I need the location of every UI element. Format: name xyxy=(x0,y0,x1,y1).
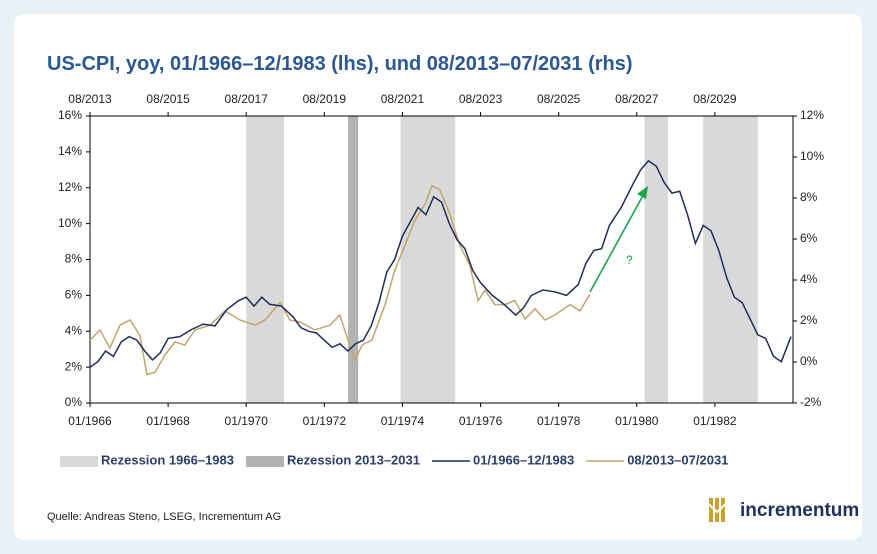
y2-tick-label: 2% xyxy=(800,313,818,327)
recession-band xyxy=(246,116,285,403)
logo-icon xyxy=(703,498,731,522)
chart-title: US-CPI, yoy, 01/1966–12/1983 (lhs), und … xyxy=(47,53,633,75)
legend-label: 08/2013–07/2031 xyxy=(627,452,728,467)
y2-tick-label: 10% xyxy=(800,149,824,163)
y-tick-label: 16% xyxy=(58,108,82,122)
y-tick-label: 4% xyxy=(65,323,83,337)
x-tick-label: 01/1980 xyxy=(615,414,659,428)
y2-tick-label: 0% xyxy=(800,354,818,368)
x-tick-label: 01/1976 xyxy=(459,414,503,428)
x-tick-label: 01/1982 xyxy=(693,414,737,428)
recession-band xyxy=(400,116,456,403)
y-tick-label: 6% xyxy=(65,288,83,302)
axis-layer: 0% 2% 4% 6% 8% 10% 12% 14% 16% -2% 0% 2% 4% 6% 8% 10% 12… xyxy=(58,92,824,428)
x2-tick-label: 08/2025 xyxy=(537,92,581,106)
x2-tick-label: 08/2027 xyxy=(615,92,659,106)
y2-tick-label: 8% xyxy=(800,190,818,204)
x-tick-label: 01/1978 xyxy=(537,414,581,428)
y-tick-label: 12% xyxy=(58,180,82,194)
x-tick-label: 01/1974 xyxy=(381,414,425,428)
legend-label: Rezession 2013–2031 xyxy=(287,452,420,467)
line-layer xyxy=(89,159,792,376)
series-line xyxy=(89,184,591,376)
x2-tick-label: 08/2019 xyxy=(303,92,347,106)
annotation: ? xyxy=(626,253,633,267)
x2-tick-label: 08/2015 xyxy=(146,92,190,106)
y-tick-label: 10% xyxy=(58,216,82,230)
source: Quelle: Andreas Steno, LSEG, Incrementum… xyxy=(47,511,281,523)
x-tick-label: 01/1968 xyxy=(146,414,190,428)
x2-tick-label: 08/2029 xyxy=(693,92,737,106)
y2-tick-label: 12% xyxy=(800,108,824,122)
arrow-head xyxy=(637,186,648,199)
y-tick-label: 8% xyxy=(65,252,83,266)
series-line xyxy=(89,159,792,368)
recession-band xyxy=(644,116,669,403)
y2-tick-label: -2% xyxy=(800,395,822,409)
legend-label: 01/1966–12/1983 xyxy=(473,452,574,467)
shading-layer xyxy=(246,116,758,403)
x2-tick-label: 08/2013 xyxy=(68,92,112,106)
recession-band xyxy=(703,116,758,403)
y-tick-label: 0% xyxy=(65,395,83,409)
legend-swatch xyxy=(245,456,284,467)
y2-tick-label: 4% xyxy=(800,272,818,286)
legend-swatch xyxy=(60,456,98,467)
y-tick-label: 2% xyxy=(65,359,83,373)
recession-band xyxy=(348,116,359,403)
arrow xyxy=(589,189,647,293)
x2-tick-label: 08/2023 xyxy=(459,92,503,106)
y-tick-label: 14% xyxy=(58,144,82,158)
x-tick-label: 01/1972 xyxy=(303,414,347,428)
x2-tick-label: 08/2021 xyxy=(381,92,425,106)
y2-tick-label: 6% xyxy=(800,231,818,245)
legend-label: Rezession 1966–1983 xyxy=(101,452,234,467)
x-tick-label: 01/1966 xyxy=(68,414,112,428)
x-tick-label: 01/1970 xyxy=(225,414,269,428)
x2-tick-label: 08/2017 xyxy=(225,92,269,106)
logo: incrementum xyxy=(740,500,859,521)
